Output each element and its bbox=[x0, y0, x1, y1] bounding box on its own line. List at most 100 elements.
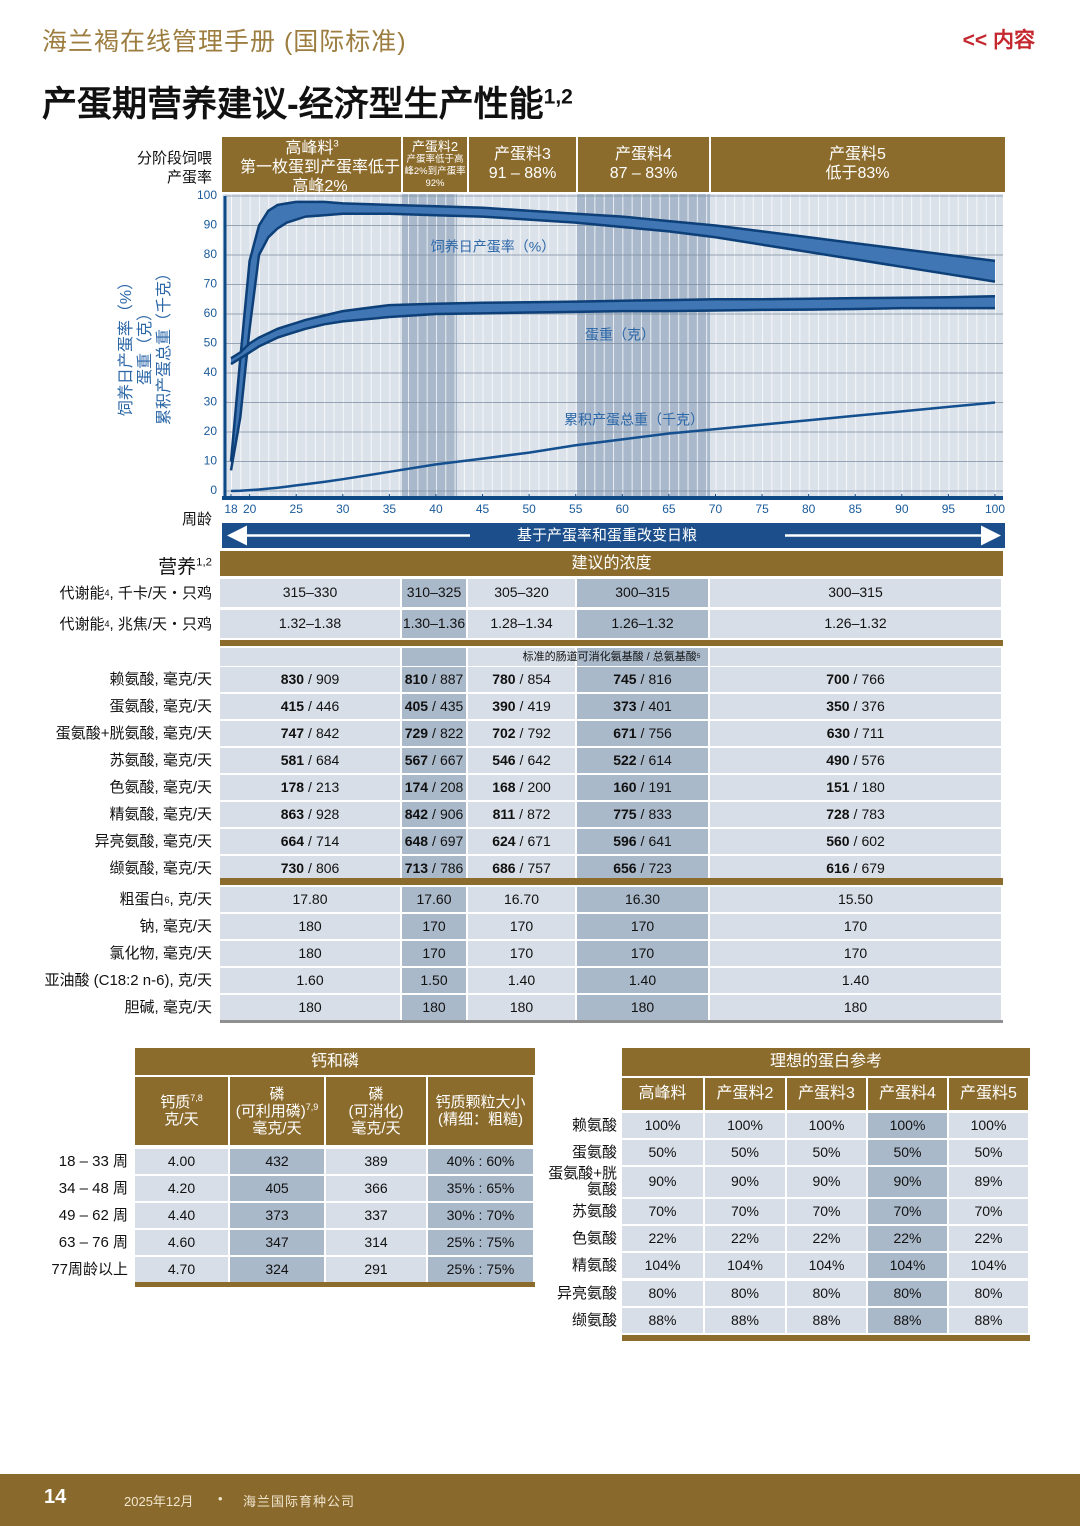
total-value: 714 bbox=[315, 832, 340, 849]
table-cell: 560/602 bbox=[710, 829, 1001, 854]
digestible-value: 648 bbox=[404, 832, 429, 849]
table-cell: 80% bbox=[868, 1281, 947, 1306]
cell-value: 80% bbox=[812, 1284, 841, 1301]
phase-name: 产蛋料2 bbox=[402, 140, 468, 154]
cell-value: 100% bbox=[727, 1116, 763, 1133]
label-text: 代谢能 bbox=[59, 584, 105, 602]
total-value: 180 bbox=[861, 778, 885, 795]
gold-rule bbox=[135, 1282, 535, 1287]
separator: / bbox=[640, 751, 645, 768]
row-label: 苏氨酸, 毫克/天 bbox=[109, 748, 212, 773]
table-cell bbox=[577, 648, 708, 666]
table-rule bbox=[220, 1020, 1003, 1023]
cell-value: 4.20 bbox=[167, 1179, 196, 1196]
cell-value: 88% bbox=[730, 1311, 760, 1328]
header-line: (可消化) bbox=[349, 1103, 404, 1120]
separator: / bbox=[853, 697, 858, 714]
footer-dot: • bbox=[218, 1491, 223, 1506]
table-cell: 1.40 bbox=[468, 968, 575, 993]
cell-value: 305–320 bbox=[494, 584, 549, 601]
separator: / bbox=[640, 859, 645, 876]
total-value: 671 bbox=[527, 832, 551, 849]
label-text: 产蛋料5 bbox=[829, 146, 886, 163]
table-cell: 728/783 bbox=[710, 802, 1001, 827]
table-cell: 314 bbox=[326, 1230, 426, 1255]
total-value: 766 bbox=[861, 670, 885, 687]
cell-value: 104% bbox=[727, 1256, 763, 1273]
phase-name: 高峰料3 bbox=[222, 139, 402, 158]
footnote-sup: 7,8 bbox=[190, 1093, 203, 1103]
digestible-value: 671 bbox=[613, 724, 637, 741]
x-tick-label: 50 bbox=[522, 502, 536, 516]
table-cell: 671/756 bbox=[577, 721, 708, 746]
table-cell: 830/909 bbox=[220, 667, 400, 692]
total-value: 213 bbox=[315, 778, 340, 795]
series-label: 蛋重（克） bbox=[585, 327, 655, 343]
row-label: 18 – 33 周 bbox=[58, 1153, 128, 1170]
phase-desc: 92% bbox=[425, 178, 445, 189]
cell-value: 50% bbox=[974, 1143, 1003, 1160]
column-header: 产蛋料3 bbox=[787, 1078, 866, 1110]
table-cell: 50% bbox=[705, 1140, 785, 1165]
label-unit: , 千卡/天・只鸡 bbox=[109, 584, 212, 602]
total-value: 783 bbox=[861, 805, 885, 822]
table-cell: 730/806 bbox=[220, 856, 400, 881]
cell-value: 170 bbox=[509, 917, 534, 934]
table-cell: 89% bbox=[949, 1167, 1028, 1197]
cell-value: 104% bbox=[970, 1256, 1007, 1273]
x-tick-label: 40 bbox=[429, 502, 443, 516]
week-grid bbox=[222, 194, 1003, 497]
x-tick-label: 85 bbox=[849, 502, 863, 516]
page-title: 产蛋期营养建议-经济型生产性能1,2 bbox=[42, 76, 573, 127]
cell-value: 432 bbox=[265, 1152, 289, 1169]
separator: / bbox=[308, 859, 312, 876]
cell-value: 170 bbox=[509, 944, 534, 961]
table-cell: 686/757 bbox=[468, 856, 575, 881]
digestible-value: 811 bbox=[492, 805, 516, 822]
table-cell: 168/200 bbox=[468, 775, 575, 800]
table-cell: 22% bbox=[787, 1226, 866, 1251]
cell-value: 15.50 bbox=[837, 890, 874, 907]
table-cell: 104% bbox=[622, 1253, 703, 1278]
cell-value: 180 bbox=[630, 998, 655, 1015]
cell-value: 104% bbox=[889, 1256, 926, 1273]
x-tick-label: 45 bbox=[476, 502, 490, 516]
series-label: 饲养日产蛋率（%） bbox=[431, 239, 555, 255]
label-text: 粗蛋白 bbox=[119, 891, 165, 908]
table-cell: 170 bbox=[710, 941, 1001, 966]
contents-link[interactable]: << 内容 bbox=[962, 29, 1035, 52]
digestible-value: 830 bbox=[280, 670, 305, 687]
gold-rule bbox=[220, 640, 1003, 646]
x-tick-label: 80 bbox=[802, 502, 816, 516]
table-cell: 347 bbox=[230, 1230, 324, 1255]
phase-side-label: 分阶段饲喂 bbox=[136, 150, 212, 167]
digestible-value: 730 bbox=[280, 859, 305, 876]
header-text: 磷 bbox=[368, 1085, 384, 1103]
total-value: 792 bbox=[527, 724, 551, 741]
table-cell: 104% bbox=[705, 1253, 785, 1278]
table-cell: 170 bbox=[577, 914, 708, 939]
cell-value: 70% bbox=[893, 1202, 922, 1219]
total-value: 642 bbox=[527, 751, 551, 768]
table-cell: 664/714 bbox=[220, 829, 400, 854]
cell-value: 373 bbox=[265, 1206, 289, 1223]
digestible-value: 775 bbox=[613, 805, 637, 822]
label-text: 缬氨酸, 毫克/天 bbox=[109, 860, 212, 877]
digestible-value: 624 bbox=[492, 832, 516, 849]
label-text: 标准的肠道可消化氨基酸 / 总氨基酸 bbox=[522, 650, 697, 663]
cell-value: 40% : 60% bbox=[446, 1152, 515, 1169]
digestible-value: 390 bbox=[492, 697, 516, 714]
cell-value: 22% bbox=[730, 1229, 760, 1246]
digestible-value: 560 bbox=[826, 832, 850, 849]
row-label: 缬氨酸 bbox=[571, 1311, 617, 1329]
table-cell: 616/679 bbox=[710, 856, 1001, 881]
cell-value: 16.70 bbox=[503, 890, 540, 907]
separator: / bbox=[640, 670, 645, 687]
row-label: 色氨酸 bbox=[571, 1229, 617, 1247]
digestible-value: 522 bbox=[613, 751, 637, 768]
table-cell: 170 bbox=[468, 941, 575, 966]
row-label: 亚油酸 (C18:2 n-6), 克/天 bbox=[44, 968, 212, 993]
cell-value: 30% : 70% bbox=[446, 1206, 515, 1223]
separator: / bbox=[432, 724, 436, 741]
separator: / bbox=[854, 724, 858, 741]
